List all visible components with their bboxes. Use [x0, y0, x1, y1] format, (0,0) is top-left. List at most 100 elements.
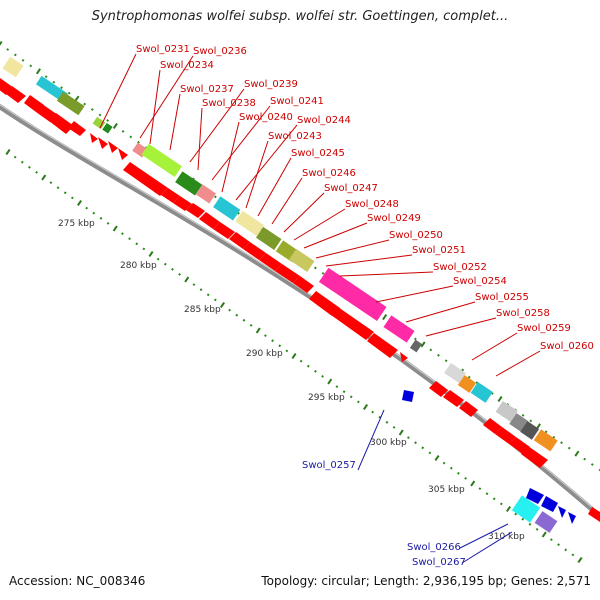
ruler-label: 300 kbp	[370, 438, 407, 448]
ruler-label: 275 kbp	[58, 219, 95, 229]
gene-label[interactable]: Swol_0243	[268, 131, 322, 142]
minor-tick	[264, 334, 267, 337]
gene-label[interactable]: Swol_0246	[302, 168, 356, 179]
gene-leader-line	[245, 140, 269, 209]
minor-tick	[63, 191, 67, 195]
feature-box	[92, 116, 106, 130]
ruler-label: 310 kbp	[488, 532, 525, 542]
major-tick	[434, 454, 440, 462]
cds-arrow	[429, 381, 448, 397]
feature-box	[444, 362, 466, 384]
ruler-label: 285 kbp	[184, 305, 221, 315]
minor-tick	[421, 446, 425, 450]
minor-tick	[442, 461, 446, 465]
cds-arrow	[541, 496, 558, 512]
gene-leader-line	[257, 157, 292, 217]
cds-arrow	[309, 291, 340, 316]
minor-tick	[321, 271, 325, 275]
gene-label[interactable]: Swol_0241	[270, 96, 324, 107]
cds-arrow	[229, 232, 250, 249]
minor-tick	[135, 242, 139, 246]
gene-leader-line	[293, 208, 346, 241]
cds-arrow	[90, 133, 98, 143]
gene-label[interactable]: Swol_0250	[389, 230, 443, 241]
gene-label[interactable]: Swol_0239	[244, 79, 298, 90]
minor-tick	[464, 477, 467, 480]
genome-summary-text: Topology: circular; Length: 2,936,195 bp…	[261, 574, 591, 588]
gene-label[interactable]: Swol_0254	[453, 276, 507, 287]
gene-label[interactable]: Swol_0257	[302, 460, 356, 471]
gene-label[interactable]: Swol_0234	[160, 60, 214, 71]
cds-arrow	[199, 212, 220, 229]
minor-tick	[121, 129, 125, 133]
minor-tick	[571, 553, 575, 557]
cds-arrow	[123, 162, 168, 196]
gene-label[interactable]: Swol_0236	[193, 46, 247, 57]
gene-label[interactable]: Swol_0237	[180, 84, 234, 95]
gene-label[interactable]: Swol_0240	[239, 112, 293, 123]
minor-tick	[342, 390, 346, 394]
gene-leader-line	[303, 222, 368, 249]
feature-box	[288, 248, 315, 272]
minor-tick	[21, 58, 25, 62]
gene-label-group[interactable]: Swol_0231 Swol_0236 Swol_0234 Swol_0237 Swol…	[99, 44, 594, 568]
feature-box	[175, 171, 203, 196]
gene-label[interactable]: Swol_0247	[324, 183, 378, 194]
gene-label[interactable]: Swol_0238	[202, 98, 256, 109]
major-tick	[505, 505, 512, 513]
major-tick	[35, 68, 41, 75]
cds-arrow	[118, 148, 128, 160]
minor-tick	[457, 471, 460, 475]
gene-leader-line	[375, 285, 454, 303]
reverse-cds-track	[402, 390, 576, 524]
minor-tick	[6, 48, 10, 51]
gene-label[interactable]: Swol_0231	[136, 44, 190, 55]
minor-tick	[163, 262, 167, 266]
gene-leader-line	[283, 192, 325, 233]
minor-tick	[349, 395, 353, 399]
minor-tick	[29, 64, 33, 68]
cds-arrow	[213, 222, 235, 239]
gene-label[interactable]: Swol_0255	[475, 292, 529, 303]
cds-arrow	[108, 141, 118, 153]
minor-tick	[444, 359, 448, 363]
gene-label[interactable]: Swol_0260	[540, 341, 594, 352]
major-tick	[497, 395, 503, 403]
minor-tick	[478, 487, 482, 490]
gene-label[interactable]: Swol_0244	[297, 115, 351, 126]
cds-arrow	[68, 121, 86, 136]
gene-label[interactable]: Swol_0267	[412, 557, 466, 568]
major-tick	[291, 352, 297, 360]
minor-tick	[567, 446, 571, 450]
ruler-label: 305 kbp	[428, 485, 465, 495]
minor-tick	[206, 293, 210, 297]
gene-label[interactable]: Swol_0249	[367, 213, 421, 224]
minor-tick	[49, 181, 53, 184]
accession-text: Accession: NC_008346	[9, 574, 146, 588]
minor-tick	[13, 155, 17, 159]
gene-label[interactable]: Swol_0258	[496, 308, 550, 319]
gene-label[interactable]: Swol_0248	[345, 199, 399, 210]
minor-tick	[407, 436, 410, 439]
gene-label[interactable]: Swol_0259	[517, 323, 571, 334]
minor-tick	[228, 308, 232, 312]
gene-label[interactable]: Swol_0252	[433, 262, 487, 273]
cds-arrow	[6, 86, 26, 103]
gene-label[interactable]: Swol_0266	[407, 542, 461, 553]
minor-tick	[557, 543, 560, 547]
cds-arrow	[259, 253, 282, 271]
minor-tick	[106, 119, 110, 122]
minor-tick	[44, 75, 48, 79]
gene-leader-line	[169, 93, 181, 151]
cds-arrow	[558, 506, 566, 518]
gene-label[interactable]: Swol_0251	[412, 245, 466, 256]
minor-tick	[428, 451, 432, 455]
feature-box	[235, 210, 265, 237]
minor-tick	[499, 502, 503, 506]
major-tick	[470, 480, 476, 487]
gene-label[interactable]: Swol_0245	[291, 148, 345, 159]
feature-box	[56, 91, 85, 116]
feature-box	[533, 429, 558, 452]
cds-arrow	[459, 401, 478, 417]
